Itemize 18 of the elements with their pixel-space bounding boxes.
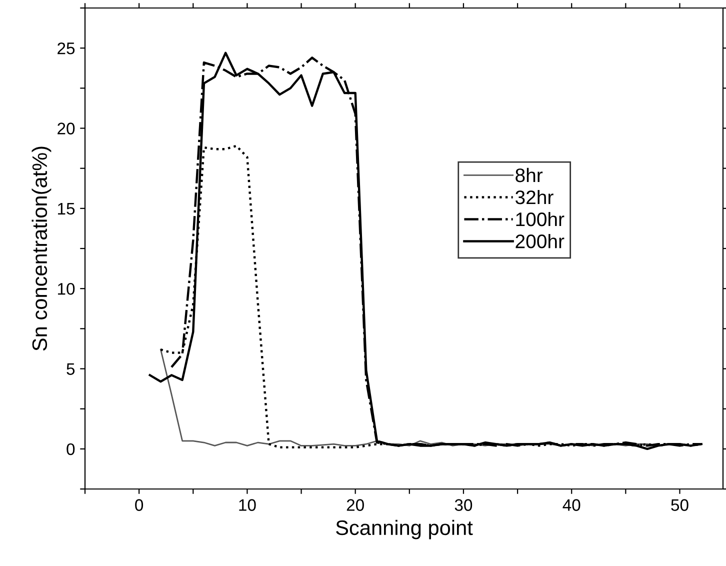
x-tick-label: 0 xyxy=(135,499,144,511)
y-tick-label: 15 xyxy=(58,202,75,215)
legend-label: 100hr xyxy=(516,212,564,226)
y-tick-label: 5 xyxy=(66,363,75,375)
y-tick-label: 0 xyxy=(66,443,75,456)
legend-label: 8hr xyxy=(516,168,543,182)
x-tick-label: 20 xyxy=(346,499,364,511)
x-tick-label: 10 xyxy=(239,499,256,511)
y-tick-label: 25 xyxy=(58,42,75,54)
legend-label: 32hr xyxy=(516,190,554,204)
y-axis-title: Sn concentration(at%) xyxy=(32,146,52,351)
x-axis-title: Scanning point xyxy=(336,520,473,540)
x-tick-label: 40 xyxy=(562,499,580,511)
legend-label: 200hr xyxy=(516,234,564,248)
y-tick-label: 20 xyxy=(58,122,75,134)
x-tick-label: 30 xyxy=(454,499,472,511)
x-tick-label: 50 xyxy=(671,499,688,511)
y-tick-label: 10 xyxy=(58,282,75,295)
